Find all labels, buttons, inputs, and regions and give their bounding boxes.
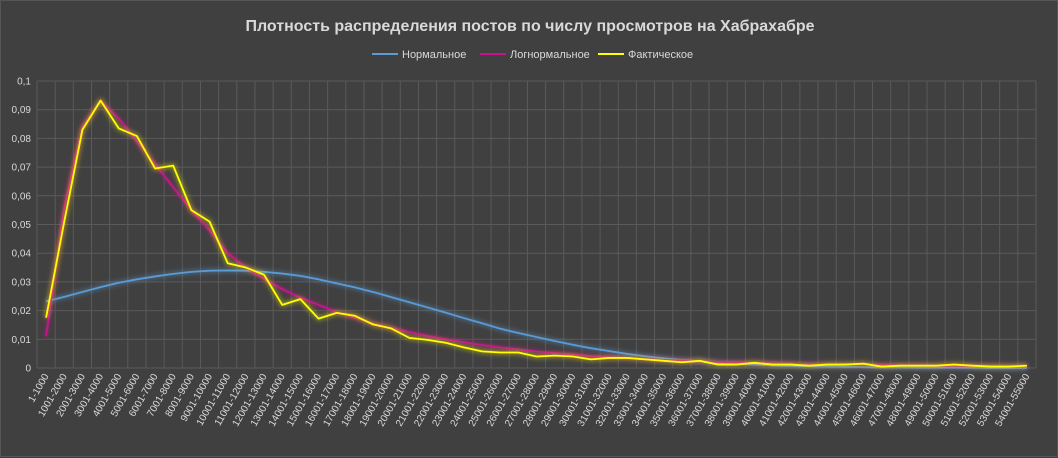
y-axis: 0 0,01 0,02 0,03 0,04 0,05 0,06 0,07 0,08 0,09 0,1 [12,77,32,375]
gridlines [36,80,1037,369]
legend-item: Нормальное [372,49,466,61]
series-line-2 [45,100,1027,368]
legend-item: Логнормальное [480,49,590,61]
series-line-3 [45,99,1027,368]
y-tick-label: 0,1 [17,77,31,88]
y-tick-label: 0 [25,364,31,375]
x-axis: 1-10001001-20002001-30003001-40004001-50… [27,372,1033,429]
y-tick-label: 0,03 [12,277,32,288]
legend-item: Фактическое [598,49,693,61]
series-glow [43,98,1027,369]
chart-legend: Нормальное Логнормальное Фактическое [372,49,693,61]
series-layer [43,98,1028,371]
legend-label: Логнормальное [510,49,590,61]
chart-title: Плотность распределения постов по числу … [245,18,814,35]
y-tick-label: 0,02 [12,306,32,317]
y-tick-label: 0,05 [12,220,32,231]
legend-label: Нормальное [402,49,466,61]
series-glow [43,98,1028,370]
legend-label: Фактическое [628,49,693,61]
y-tick-label: 0,04 [12,249,32,260]
y-tick-label: 0,07 [12,163,32,174]
y-tick-label: 0,08 [12,134,32,145]
y-tick-label: 0,06 [12,191,32,202]
y-tick-label: 0,09 [12,105,32,116]
y-tick-label: 0,01 [12,335,32,346]
